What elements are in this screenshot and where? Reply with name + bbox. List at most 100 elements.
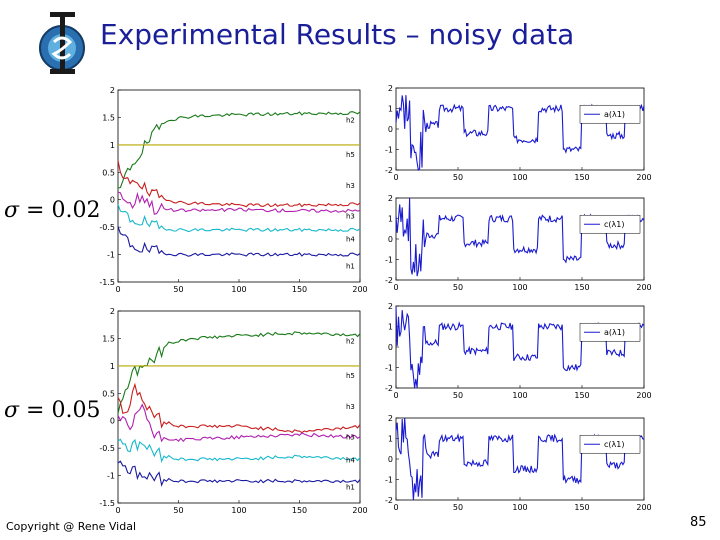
legend-label: c(λ1)	[604, 440, 624, 449]
x-tick-label: 150	[574, 173, 589, 182]
sigma-label-2: σ = 0.05	[4, 398, 100, 423]
y-tick-label: 1	[388, 323, 393, 332]
series-line-h3	[117, 191, 361, 215]
series-line-h2	[117, 331, 361, 414]
x-tick-label: 100	[231, 506, 246, 515]
y-tick-label: 0	[388, 235, 393, 244]
series-line-h1	[117, 226, 361, 257]
plot-frame	[395, 87, 645, 171]
series-label: h2	[346, 117, 355, 125]
sigma-equals: =	[19, 198, 52, 223]
x-tick-label: 100	[512, 173, 527, 182]
series-label: h3	[346, 403, 355, 411]
x-tick-label: 100	[512, 503, 527, 512]
y-tick-label: 1	[388, 105, 393, 114]
y-tick-label: 2	[388, 414, 393, 423]
x-tick-label: 200	[636, 503, 651, 512]
y-tick-label: 2	[388, 302, 393, 311]
y-tick-label: -0.5	[99, 444, 115, 453]
legend-label: a(λ1)	[604, 110, 625, 119]
x-tick-label: 50	[453, 173, 463, 182]
y-tick-label: 0	[388, 125, 393, 134]
sigma-symbol: σ	[4, 198, 20, 223]
x-tick-label: 100	[512, 283, 527, 292]
y-tick-label: 1	[388, 435, 393, 444]
y-tick-label: -2	[385, 384, 393, 393]
legend-box	[579, 214, 641, 234]
x-tick-label: 0	[393, 173, 398, 182]
x-tick-label: 150	[292, 285, 307, 294]
y-tick-label: -1.5	[99, 499, 115, 508]
legend-box	[579, 322, 641, 342]
y-tick-label: -1	[385, 476, 393, 485]
y-tick-label: 2	[388, 84, 393, 93]
y-tick-label: 1.5	[102, 334, 115, 343]
x-tick-label: 50	[453, 503, 463, 512]
x-tick-label: 0	[115, 285, 120, 294]
y-tick-label: -1	[107, 251, 115, 260]
y-tick-label: -2	[385, 496, 393, 505]
series-line-h4	[117, 204, 361, 233]
x-tick-label: 150	[574, 503, 589, 512]
y-tick-label: 0	[110, 196, 115, 205]
plot-frame	[117, 89, 361, 283]
sigma-symbol: σ	[4, 398, 20, 423]
x-tick-label: 100	[231, 285, 246, 294]
series-label: h4	[346, 236, 355, 244]
y-tick-label: -1	[385, 256, 393, 265]
y-tick-label: 2	[110, 86, 115, 95]
x-tick-label: 100	[512, 391, 527, 400]
series-label: h5	[346, 151, 355, 159]
x-tick-label: 200	[636, 173, 651, 182]
series-line-h3	[117, 382, 361, 434]
x-tick-label: 200	[636, 283, 651, 292]
series-label: h1	[346, 263, 355, 271]
series-line-h3	[117, 160, 361, 208]
y-tick-label: 1	[110, 362, 115, 371]
x-tick-label: 0	[393, 283, 398, 292]
sigma-value: 0.05	[51, 398, 101, 423]
sigma-equals: =	[19, 398, 52, 423]
series-label: h5	[346, 372, 355, 380]
slide-title: Experimental Results – noisy data	[100, 18, 575, 51]
y-tick-label: 2	[388, 194, 393, 203]
x-tick-label: 50	[173, 285, 183, 294]
series-label: h3	[346, 434, 355, 442]
series-line-h2	[117, 111, 361, 189]
legend-box	[579, 104, 641, 124]
plot-frame	[117, 310, 361, 504]
legend-box	[579, 434, 641, 454]
y-tick-label: 2	[110, 307, 115, 316]
y-tick-label: -2	[385, 166, 393, 175]
series-label: h3	[346, 213, 355, 221]
y-tick-label: -0.5	[99, 223, 115, 232]
x-tick-label: 50	[453, 283, 463, 292]
y-tick-label: -2	[385, 276, 393, 285]
legend-label: c(λ1)	[604, 220, 624, 229]
series-label: h3	[346, 182, 355, 190]
legend-label: a(λ1)	[604, 328, 625, 337]
y-tick-label: 0.5	[102, 389, 115, 398]
x-tick-label: 0	[115, 506, 120, 515]
y-tick-label: 1	[388, 215, 393, 224]
series-line-h3	[117, 403, 361, 443]
y-tick-label: 0	[388, 343, 393, 352]
y-tick-label: -1	[385, 146, 393, 155]
x-tick-label: 150	[574, 283, 589, 292]
y-tick-label: 0.5	[102, 168, 115, 177]
series-label: h2	[346, 338, 355, 346]
x-tick-label: 200	[352, 506, 367, 515]
x-tick-label: 200	[352, 285, 367, 294]
y-tick-label: 0	[110, 417, 115, 426]
sigma-label-1: σ = 0.02	[4, 198, 100, 223]
x-tick-label: 150	[574, 391, 589, 400]
y-tick-label: 0	[388, 455, 393, 464]
y-tick-label: -1.5	[99, 278, 115, 287]
x-tick-label: 50	[453, 391, 463, 400]
series-line-h1	[117, 460, 361, 487]
plot-frame	[395, 417, 645, 501]
series-label: h4	[346, 457, 355, 465]
y-tick-label: -1	[385, 364, 393, 373]
series-label: h1	[346, 484, 355, 492]
x-tick-label: 0	[393, 391, 398, 400]
